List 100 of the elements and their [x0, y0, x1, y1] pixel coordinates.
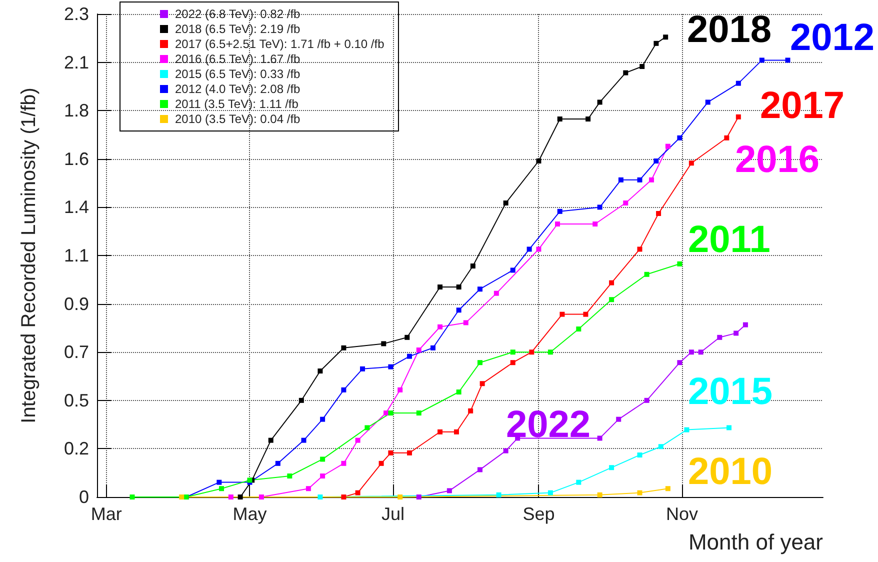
point [555, 222, 560, 226]
point [477, 360, 482, 366]
point [306, 486, 311, 492]
y-axis-title: Integrated Recorded Luminosity (1/fb) [18, 88, 40, 424]
point [648, 177, 654, 182]
point [470, 264, 476, 268]
point [416, 494, 422, 500]
point [341, 460, 346, 466]
annotation: 2012 [790, 17, 875, 59]
point [268, 438, 274, 443]
point [298, 398, 304, 403]
point [341, 387, 346, 392]
point [228, 494, 234, 500]
point [477, 286, 482, 292]
point [759, 58, 764, 63]
point [477, 467, 482, 472]
annotation: 2016 [735, 139, 820, 181]
point [637, 452, 642, 458]
point [406, 450, 412, 456]
point [510, 350, 516, 355]
point [677, 261, 682, 266]
y-tick-label: 2.3 [64, 4, 89, 24]
point [665, 486, 670, 492]
point [557, 116, 562, 122]
x-tick-label: Sep [522, 504, 555, 524]
legend-label: 2010 (3.5 TeV): 0.04 /fb [175, 112, 301, 126]
point [536, 158, 542, 164]
point [510, 268, 516, 273]
y-tick-label: 1.8 [64, 100, 89, 121]
point [456, 284, 462, 290]
point [597, 100, 602, 105]
point [529, 350, 534, 355]
point [503, 448, 508, 454]
y-tick-label: 2.1 [64, 52, 89, 72]
legend-label: 2022 (6.8 TeV): 0.82 /fb [175, 7, 301, 21]
point [383, 410, 388, 416]
point [734, 330, 739, 336]
point [688, 350, 694, 355]
point [609, 280, 614, 286]
point [510, 360, 516, 366]
x-axis-title: Month of year [688, 530, 823, 554]
point [301, 438, 306, 443]
point [496, 492, 502, 498]
point [654, 40, 659, 46]
point [238, 494, 243, 500]
point [724, 135, 730, 140]
y-tick-label: 0.5 [64, 390, 89, 410]
point [592, 222, 598, 226]
point [644, 272, 650, 277]
point [726, 425, 732, 430]
y-tick-label: 1.1 [64, 246, 89, 266]
point [287, 474, 292, 478]
point [705, 100, 710, 105]
annotation: 2015 [688, 371, 773, 413]
point [388, 410, 394, 416]
point [216, 480, 222, 485]
point [438, 429, 443, 434]
point [684, 427, 690, 432]
point [665, 144, 670, 149]
point [456, 308, 462, 313]
point [548, 350, 553, 355]
point [609, 465, 614, 470]
point [736, 114, 741, 120]
point [318, 368, 323, 374]
y-tick-label: 0 [78, 487, 89, 507]
point [698, 350, 704, 355]
point [503, 200, 508, 206]
point [618, 177, 624, 182]
annotation: 2010 [688, 451, 773, 493]
point [318, 494, 323, 500]
point [597, 204, 602, 210]
point [644, 398, 650, 403]
point [688, 160, 694, 166]
point [742, 322, 748, 328]
point [583, 312, 588, 317]
point [654, 158, 659, 164]
point [438, 324, 443, 330]
legend-label: 2017 (6.5+2.51 TeV): 1.71 /fb + 0.10 /fb [175, 37, 385, 51]
annotation: 2018 [687, 9, 772, 51]
y-tick-label: 0.2 [64, 438, 89, 459]
point [341, 345, 346, 350]
point [658, 444, 664, 450]
annotation: 2022 [506, 404, 591, 446]
y-tick-label: 0.9 [64, 294, 89, 314]
point [576, 326, 582, 332]
point [398, 494, 403, 500]
point [360, 366, 365, 372]
point [480, 381, 485, 386]
point [416, 410, 422, 416]
point [388, 364, 394, 370]
point [454, 429, 459, 434]
x-tick-label: May [232, 504, 267, 524]
point [275, 460, 280, 466]
point [494, 290, 499, 296]
point [388, 450, 394, 456]
point [557, 208, 562, 214]
point [416, 348, 422, 352]
point [586, 116, 591, 122]
y-tick-label: 1.4 [64, 197, 89, 218]
point [320, 474, 326, 478]
